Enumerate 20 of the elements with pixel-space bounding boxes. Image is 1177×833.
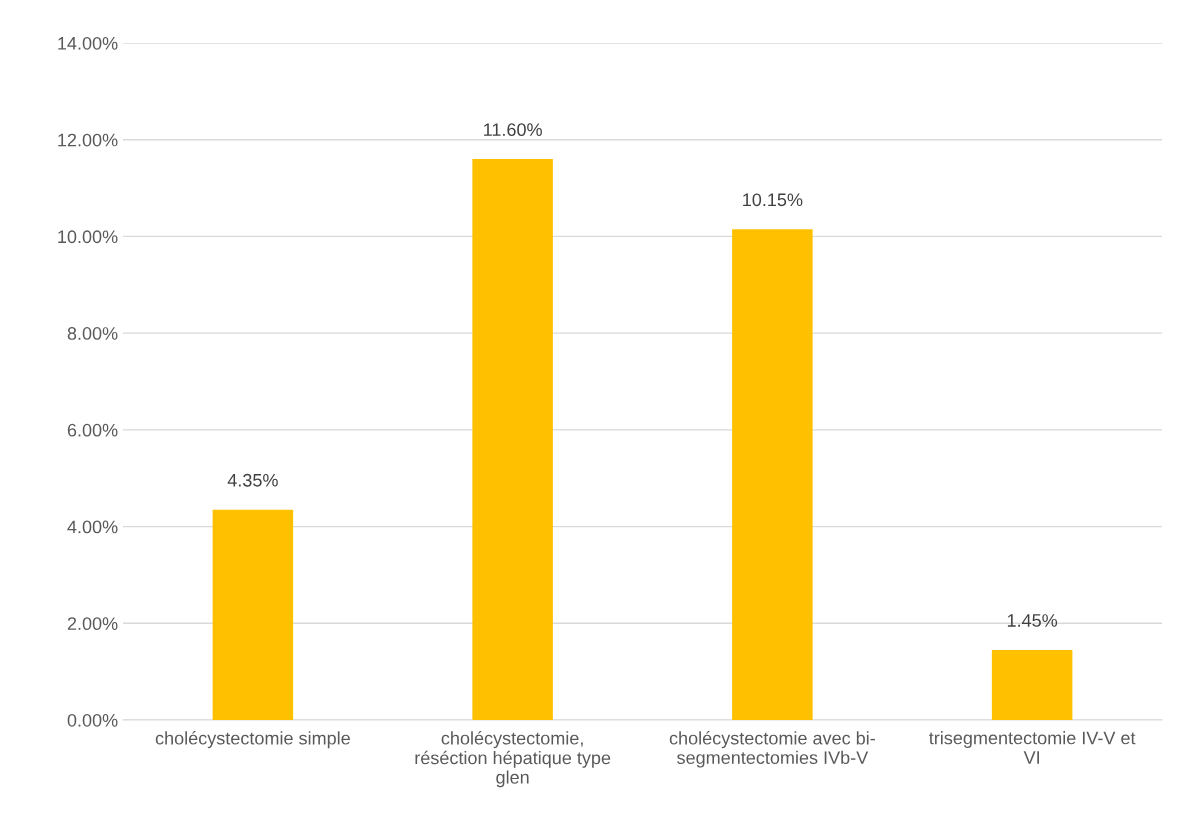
bar xyxy=(472,159,553,720)
bar xyxy=(991,649,1073,720)
x-tick-label: trisegmentectomie IV-V et VI xyxy=(929,731,1136,764)
y-tick-label: 4.00% xyxy=(67,520,118,534)
x-tick-label: cholécystectomie simple xyxy=(155,731,350,749)
x-tick-label: cholécystectomie avec bi-segmentectomies IVb-V xyxy=(669,731,875,768)
y-tick-label: 0.00% xyxy=(67,713,118,727)
y-tick-label: 2.00% xyxy=(67,617,118,631)
y-tick-label: 8.00% xyxy=(67,327,118,340)
y-tick-label: 10.00% xyxy=(58,230,118,244)
data-label: 1.45% xyxy=(1007,614,1058,627)
y-tick-label: 12.00% xyxy=(58,133,118,147)
bar xyxy=(732,229,813,720)
data-label: 4.35% xyxy=(227,473,278,487)
data-label: 10.15% xyxy=(743,193,803,207)
bar xyxy=(212,509,294,720)
y-tick-label: 6.00% xyxy=(67,423,118,437)
data-label: 11.60% xyxy=(484,123,542,137)
y-tick-label: 14.00% xyxy=(58,36,118,50)
x-tick-label: cholécystectomie, réséction hépatique type glen xyxy=(415,731,611,788)
